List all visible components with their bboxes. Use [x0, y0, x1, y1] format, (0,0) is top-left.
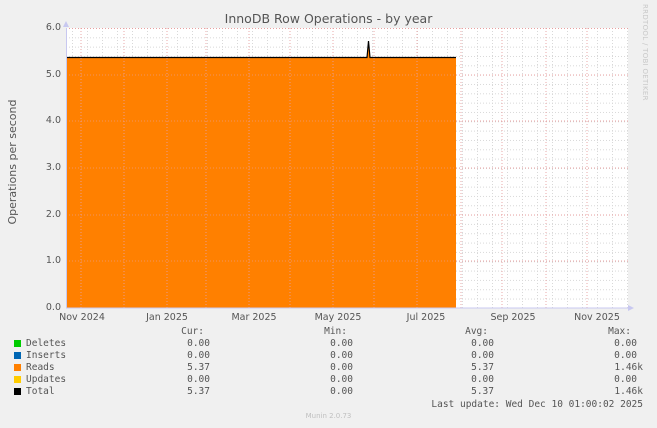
reads-area: [66, 57, 456, 308]
x-tick-mar-2025: Mar 2025: [231, 312, 277, 323]
x-tick-sep-2025: Sep 2025: [490, 312, 536, 323]
inserts-color-swatch: [14, 352, 21, 359]
chart-title: InnoDB Row Operations - by year: [224, 11, 433, 26]
min-value: 0.00: [330, 338, 353, 349]
max-value: 1.46k: [614, 362, 643, 373]
avg-value: 0.00: [471, 350, 494, 361]
max-value: 0.00: [614, 374, 637, 385]
last-update: Last update: Wed Dec 10 01:00:02 2025: [431, 399, 643, 410]
avg-value: 5.37: [471, 386, 494, 397]
chart-canvas: [66, 28, 628, 309]
legend-header-min: Min:: [324, 326, 347, 337]
munin-version: Munin 2.0.73: [305, 412, 352, 420]
x-tick-may-2025: May 2025: [314, 312, 362, 323]
cur-value: 0.00: [187, 374, 210, 385]
max-value: 1.46k: [614, 386, 643, 397]
avg-value: 0.00: [471, 338, 494, 349]
min-value: 0.00: [330, 350, 353, 361]
legend-label: Deletes: [26, 338, 67, 349]
legend-label: Inserts: [26, 350, 67, 361]
y-tick-3: 3.0: [45, 162, 61, 173]
legend-label: Updates: [26, 374, 67, 385]
updates-color-swatch: [14, 376, 21, 383]
legend-header-avg: Avg:: [465, 326, 488, 337]
y-tick-1: 1.0: [45, 255, 61, 266]
y-axis-arrow-icon: [63, 21, 69, 27]
avg-value: 0.00: [471, 374, 494, 385]
cur-value: 5.37: [187, 386, 210, 397]
rrdtool-watermark: RRDTOOL / TOBI OETIKER: [641, 4, 649, 101]
reads-color-swatch: [14, 364, 21, 371]
legend-header-cur: Cur:: [181, 326, 204, 337]
x-tick-nov-2024: Nov 2024: [59, 312, 105, 323]
max-value: 0.00: [614, 350, 637, 361]
total-line: [66, 40, 456, 59]
deletes-color-swatch: [14, 340, 21, 347]
x-tick-nov-2025: Nov 2025: [574, 312, 620, 323]
min-value: 0.00: [330, 386, 353, 397]
cur-value: 0.00: [187, 338, 210, 349]
y-tick-6: 6.0: [45, 22, 61, 33]
cur-value: 5.37: [187, 362, 210, 373]
avg-value: 5.37: [471, 362, 494, 373]
y-tick-2: 2.0: [45, 209, 61, 220]
x-axis-arrow-icon: [628, 305, 634, 311]
y-tick-5: 5.0: [45, 69, 61, 80]
min-value: 0.00: [330, 374, 353, 385]
y-tick-0: 0.0: [45, 302, 61, 313]
legend-label: Reads: [26, 362, 55, 373]
x-tick-jul-2025: Jul 2025: [406, 312, 446, 323]
max-value: 0.00: [614, 338, 637, 349]
cur-value: 0.00: [187, 350, 210, 361]
min-value: 0.00: [330, 362, 353, 373]
total-color-swatch: [14, 388, 21, 395]
legend-label: Total: [26, 386, 55, 397]
legend-header-max: Max:: [608, 326, 631, 337]
x-tick-jan-2025: Jan 2025: [146, 312, 188, 323]
y-tick-4: 4.0: [45, 115, 61, 126]
plot-area: [66, 28, 628, 309]
